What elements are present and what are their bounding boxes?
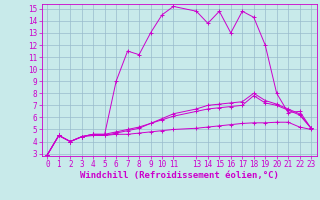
X-axis label: Windchill (Refroidissement éolien,°C): Windchill (Refroidissement éolien,°C): [80, 171, 279, 180]
